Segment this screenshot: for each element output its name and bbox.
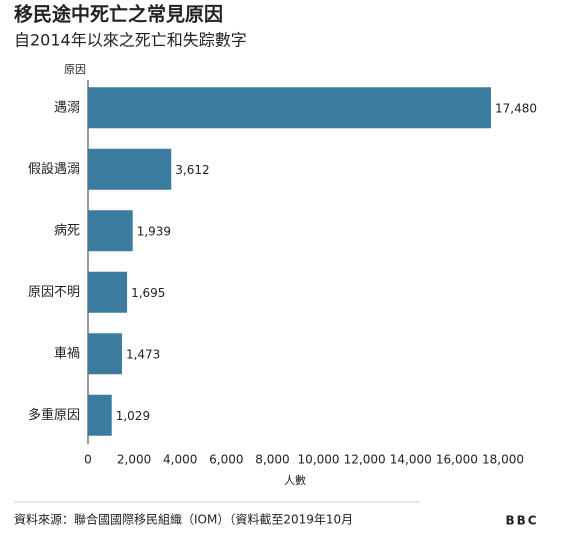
chart-title: 移民途中死亡之常見原因 — [14, 3, 223, 26]
value-label: 1,029 — [116, 409, 150, 423]
x-tick-label: 16,000 — [436, 453, 478, 467]
y-tick-label: 病死 — [54, 223, 80, 238]
x-tick-label: 6,000 — [209, 453, 243, 467]
bar — [88, 87, 492, 129]
y-tick-label: 車禍 — [54, 345, 80, 361]
x-tick-label: 18,000 — [482, 453, 524, 467]
chart-subtitle: 自2014年以來之死亡和失踪數字 — [14, 31, 247, 50]
y-axis-label: 原因 — [64, 63, 86, 76]
x-tick-label: 0 — [84, 453, 92, 467]
logo: BBC — [505, 514, 538, 528]
x-tick-label: 8,000 — [255, 453, 289, 467]
x-tick-label: 12,000 — [344, 453, 386, 467]
y-tick-label: 原因不明 — [28, 285, 80, 300]
y-tick-label: 多重原因 — [28, 407, 80, 423]
value-label: 1,473 — [126, 347, 160, 361]
x-tick-label: 2,000 — [117, 453, 151, 467]
value-label: 17,480 — [495, 101, 537, 115]
bar — [88, 394, 112, 436]
bar — [88, 333, 122, 375]
x-tick-label: 14,000 — [390, 453, 432, 467]
y-tick-label: 遇溺 — [54, 100, 80, 115]
y-tick-label: 假設遇溺 — [28, 161, 80, 177]
value-label: 3,612 — [175, 163, 209, 177]
logo-box — [500, 513, 544, 527]
x-tick-label: 10,000 — [298, 453, 340, 467]
x-tick-label: 4,000 — [163, 453, 197, 467]
value-label: 1,939 — [137, 224, 171, 238]
bar — [88, 148, 172, 190]
bar — [88, 210, 133, 252]
bar — [88, 271, 128, 313]
x-axis-label: 人數 — [284, 474, 306, 487]
source-note: 資料來源：聯合國國際移民組織（IOM）（資料截至2019年10月 — [14, 512, 353, 527]
value-label: 1,695 — [131, 286, 165, 300]
